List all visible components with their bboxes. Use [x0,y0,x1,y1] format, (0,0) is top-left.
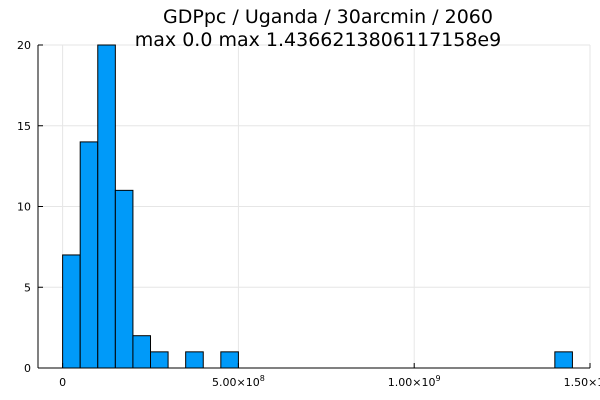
histogram-bar-5 [150,351,169,369]
y-tick-label-4: 20 [17,39,31,52]
x-tick-label-0: 0 [59,376,66,389]
chart-title-line-2: max 0.0 max 1.4366213806117158e9 [135,29,501,51]
x-tick-label-1: 5.00×108 [212,374,265,389]
histogram-bar-4 [132,335,152,369]
histogram-bar-1 [79,141,99,369]
chart-title-line-1: GDPpc / Uganda / 30arcmin / 2060 [163,6,493,28]
y-tick-label-0: 0 [24,362,31,375]
histogram-bar-6 [185,351,204,369]
histogram-bar-8 [554,351,573,369]
histogram-bar-0 [62,254,81,369]
histogram-bar-2 [97,44,116,369]
histogram-bar-7 [220,351,239,369]
y-tick-label-3: 15 [17,120,31,133]
y-tick-label-1: 5 [24,281,31,294]
y-tick-label-2: 10 [17,201,31,214]
x-tick-label-2: 1.00×109 [388,374,441,389]
x-tick-label-3: 1.50×109 [564,374,600,389]
tick-labels: 0 5.00×108 1.00×109 1.50×109 0 5 10 15 20 [17,39,600,389]
histogram-bars [62,44,573,369]
axes [37,44,591,369]
histogram-bar-3 [114,189,134,369]
